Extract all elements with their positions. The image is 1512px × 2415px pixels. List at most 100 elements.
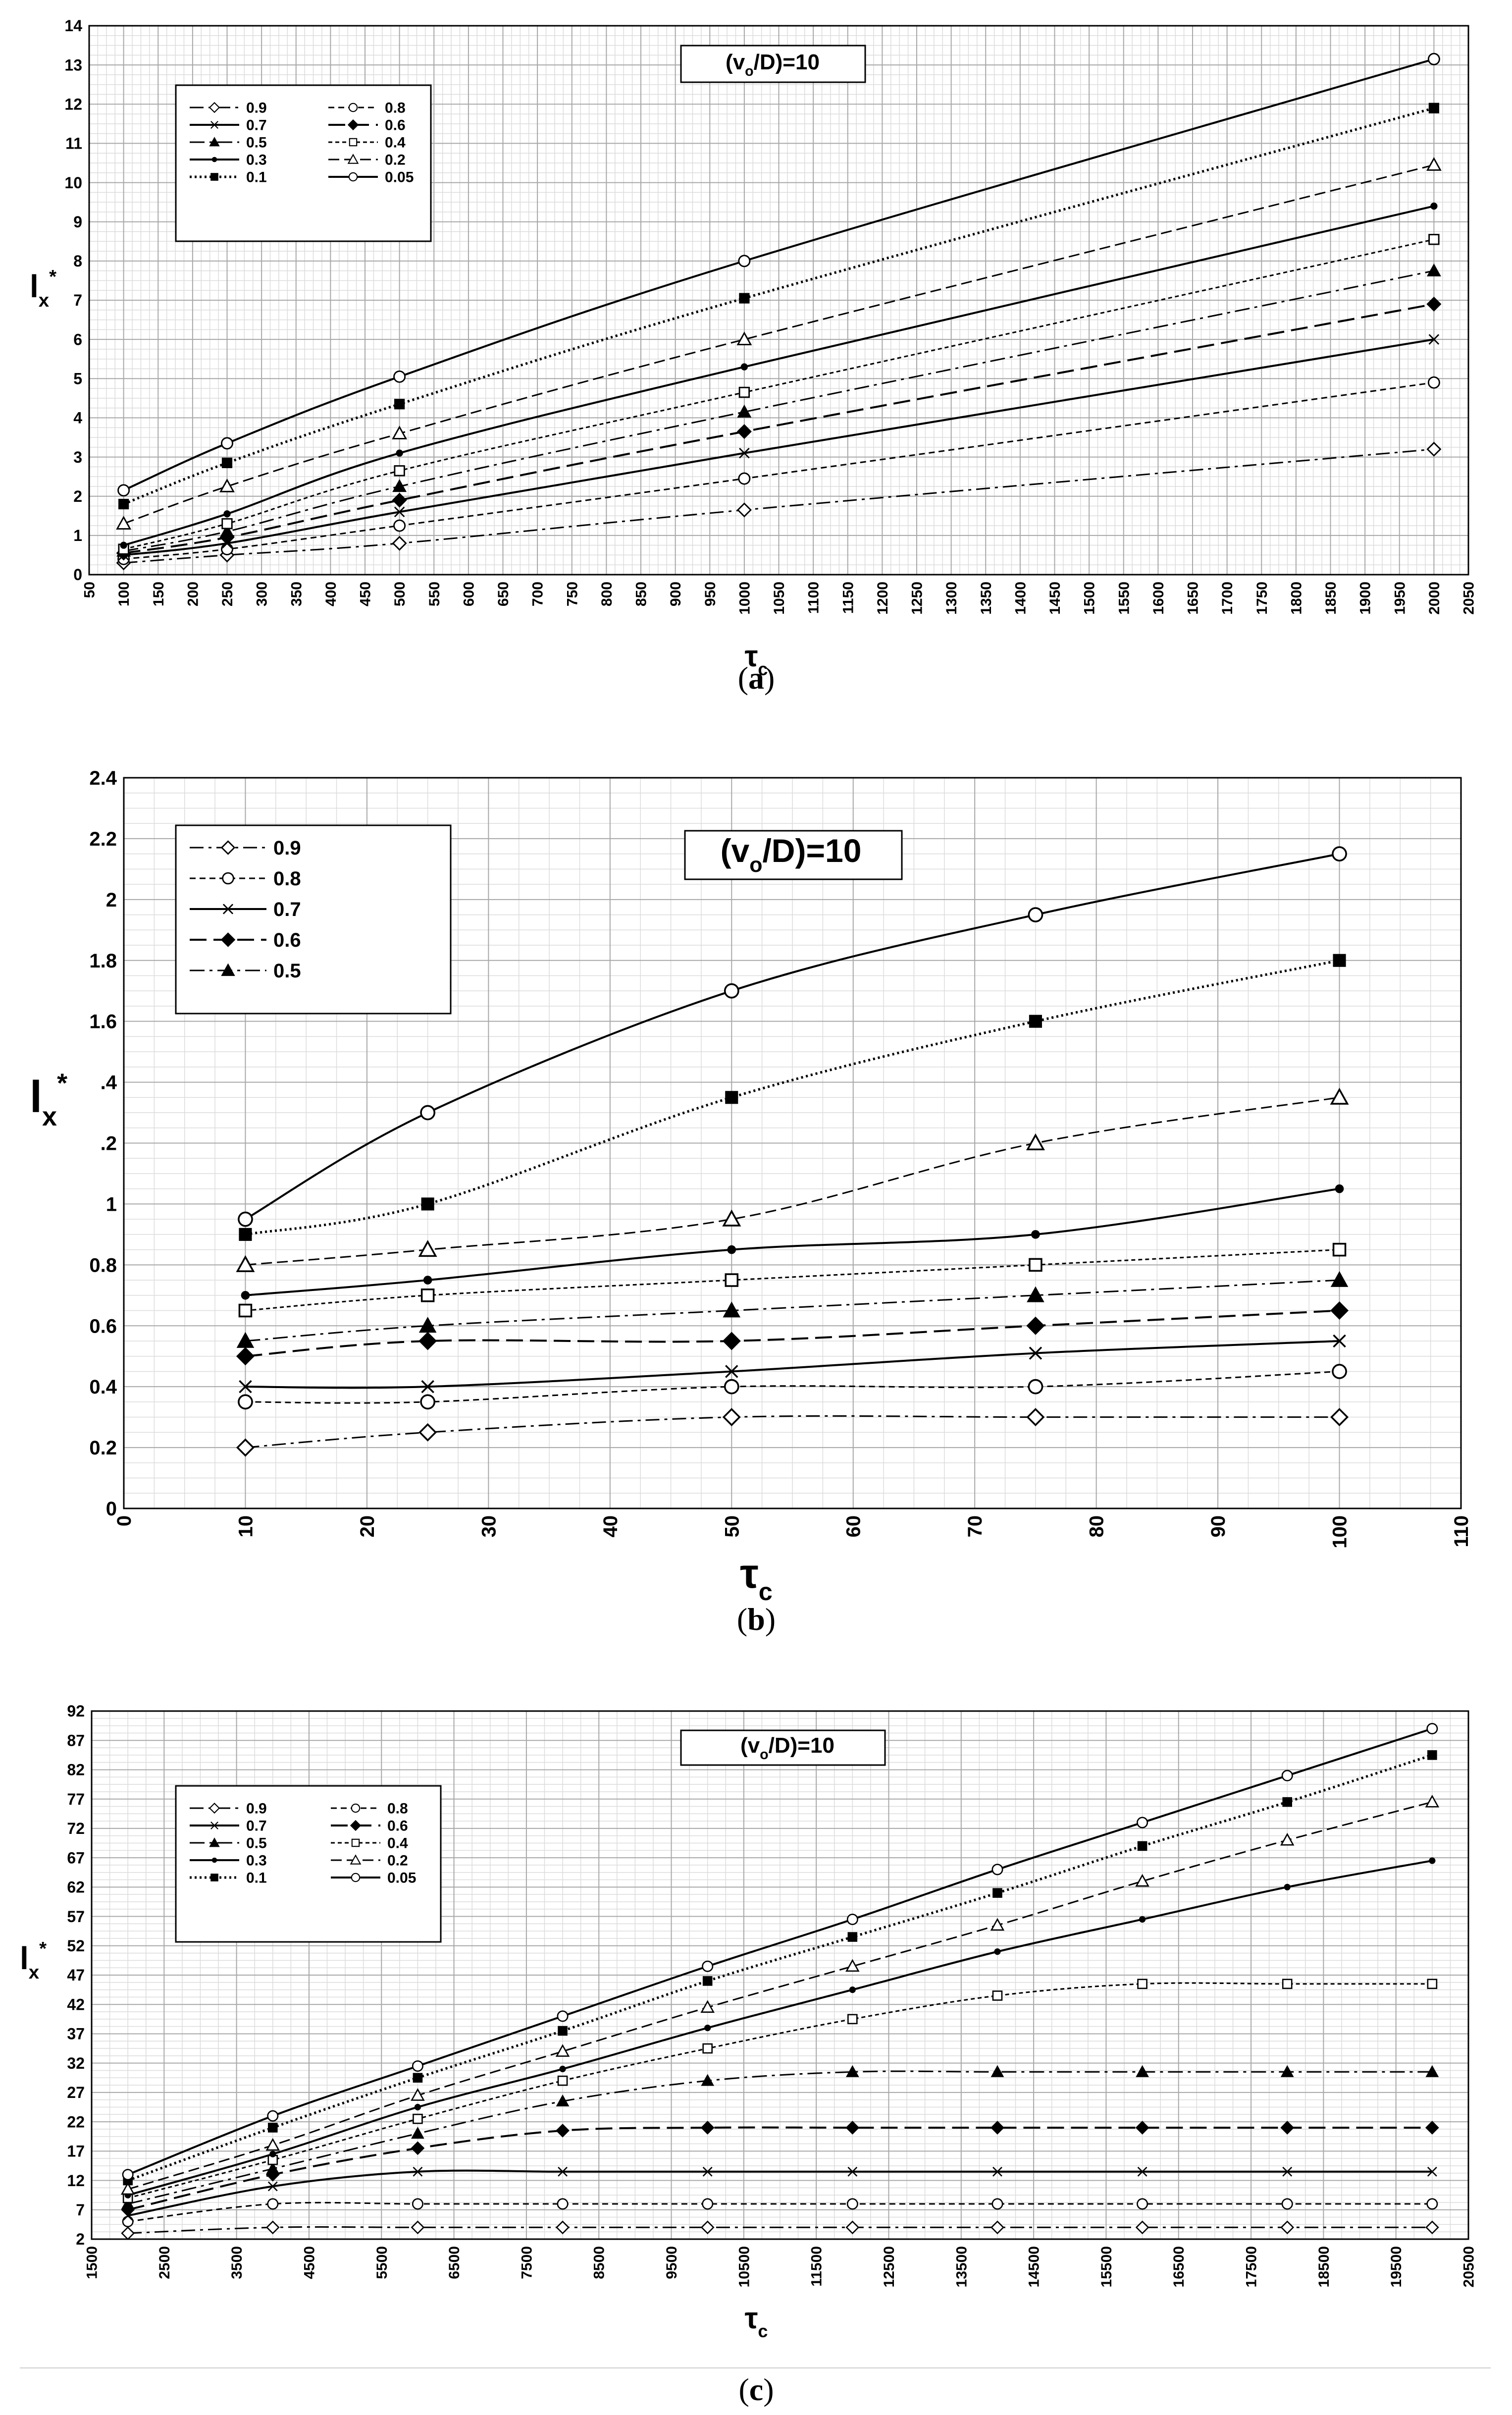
data-point — [1425, 2121, 1439, 2135]
series-line — [245, 959, 1340, 1236]
series-group — [116, 53, 1442, 571]
data-point — [1026, 1408, 1045, 1427]
series-0_8 — [122, 2198, 1438, 2227]
x-tick-label: 850 — [633, 582, 650, 606]
x-tick-label: 30 — [478, 1515, 500, 1538]
series-line — [245, 1187, 1340, 1296]
annotation: (vo/D)=10 — [680, 45, 866, 83]
x-tick-label: 100 — [1329, 1515, 1351, 1549]
data-point — [1026, 1133, 1045, 1151]
y-tick-label: 57 — [67, 1908, 85, 1926]
data-point — [990, 1918, 1005, 1931]
data-point — [849, 1986, 856, 1993]
series-0_7 — [123, 2166, 1437, 2221]
y-tick-label: 7 — [73, 291, 82, 309]
data-point — [121, 2226, 135, 2241]
y-tick-label: 2.2 — [89, 828, 117, 850]
data-point — [117, 484, 130, 497]
data-point — [1332, 1364, 1347, 1379]
data-point — [1427, 1979, 1438, 1989]
legend-marker — [222, 904, 234, 914]
data-point — [220, 524, 234, 537]
x-tick-label: 2000 — [1426, 582, 1443, 615]
y-tick-label: 42 — [67, 1995, 85, 2013]
legend-label: 0.8 — [385, 100, 406, 116]
data-point — [1427, 376, 1440, 389]
panel-label: (b) — [737, 1602, 776, 1637]
y-axis-title: lx* — [30, 266, 56, 311]
data-point — [1428, 103, 1439, 113]
data-point — [116, 516, 132, 530]
x-tick-label: 16500 — [1171, 2246, 1187, 2287]
legend-label: 0.05 — [387, 1870, 416, 1886]
legend-label: 0.7 — [273, 899, 301, 920]
data-point — [1282, 2166, 1293, 2177]
data-point — [1425, 2220, 1439, 2235]
data-point — [700, 2220, 715, 2235]
data-point — [418, 1423, 437, 1442]
data-point — [120, 2182, 135, 2195]
data-point — [1135, 1874, 1149, 1887]
panel-label: (c) — [738, 2372, 774, 2407]
x-tick-label: 80 — [1086, 1515, 1108, 1538]
legend-marker — [211, 1857, 217, 1863]
x-tick-label: 40 — [600, 1515, 622, 1538]
legend-marker — [350, 1820, 362, 1831]
plot-frame — [123, 777, 1462, 1509]
x-tick-label: 1700 — [1219, 582, 1236, 615]
data-point — [241, 1290, 250, 1300]
data-point — [1426, 263, 1441, 276]
y-tick-label: 2 — [76, 2230, 85, 2248]
series-0_5 — [121, 2065, 1439, 2209]
series-line — [245, 1340, 1340, 1389]
x-tick-label: 400 — [323, 582, 339, 606]
annotation-text: (vo/D)=10 — [721, 832, 862, 877]
data-point — [1425, 2065, 1439, 2077]
y-tick-label: 32 — [67, 2054, 85, 2072]
series-line — [245, 1249, 1340, 1312]
data-point — [1027, 1286, 1044, 1302]
series-0_2 — [120, 1794, 1440, 2195]
data-point — [991, 2065, 1004, 2077]
data-point — [239, 1228, 252, 1241]
annotation-text: (vo/D)=10 — [726, 50, 820, 79]
y-tick-label: 6 — [73, 330, 82, 348]
y-tick-label: 22 — [67, 2113, 85, 2131]
legend-label: 0.5 — [273, 960, 301, 982]
legend-item: 0.7 — [190, 117, 267, 134]
x-tick-label: 4500 — [301, 2246, 317, 2279]
legend-item: 0.05 — [328, 169, 414, 186]
y-tick-label: 92 — [67, 1702, 85, 1720]
data-point — [392, 536, 407, 551]
data-point — [1428, 334, 1440, 345]
legend-label: 0.8 — [273, 868, 301, 890]
x-tick-label: 1500 — [1082, 582, 1098, 615]
data-point — [555, 2044, 570, 2057]
data-point — [727, 1245, 736, 1254]
data-point — [1426, 157, 1442, 171]
y-tick-label: 13 — [64, 56, 82, 74]
legend-marker — [349, 138, 358, 147]
legend-label: 0.6 — [273, 929, 301, 951]
x-axis: 0 10 20 30 40 50 60 70 80 90 100 110 — [113, 1515, 1472, 1549]
data-point — [846, 1913, 858, 1925]
data-point — [221, 437, 233, 450]
annotation: (vo/D)=10 — [680, 1729, 886, 1766]
data-point — [221, 457, 233, 469]
data-point — [1426, 296, 1442, 312]
series-0_4 — [118, 234, 1440, 555]
x-tick-label: 1100 — [806, 582, 822, 614]
data-point — [236, 1347, 255, 1366]
x-axis-title: τc — [745, 2302, 768, 2341]
data-point — [1332, 1242, 1347, 1257]
data-point — [236, 1255, 255, 1272]
data-point — [847, 2014, 858, 2025]
legend-label: 0.3 — [246, 1853, 267, 1869]
x-tick-label: 1650 — [1185, 582, 1201, 615]
data-point — [1335, 1184, 1344, 1193]
legend-item: 0.4 — [331, 1835, 408, 1852]
legend-marker — [347, 119, 359, 131]
legend-item: 0.9 — [190, 1801, 267, 1817]
data-point — [1282, 1979, 1293, 1989]
